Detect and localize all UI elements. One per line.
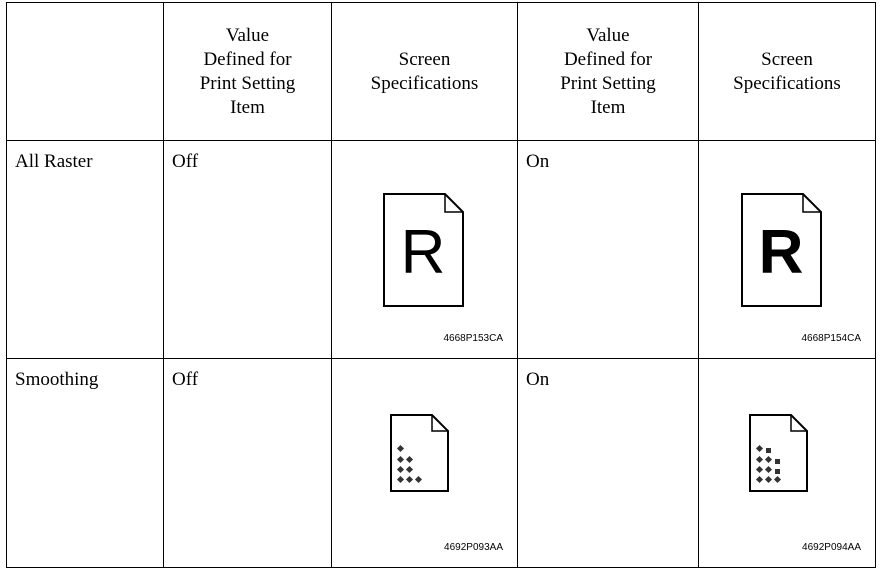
value: On bbox=[526, 151, 550, 172]
header-line: Screen bbox=[761, 48, 813, 70]
glyph: R bbox=[401, 218, 446, 287]
figure-code: 4692P094AA bbox=[802, 542, 861, 553]
spec-table: Value Defined for Print Setting Item Screen… bbox=[6, 2, 876, 568]
value: Off bbox=[172, 151, 199, 172]
row: All Raster Off R 4668P153CA On R 4668P15… bbox=[6, 140, 876, 359]
glyph: R bbox=[759, 218, 804, 287]
header-cell bbox=[6, 2, 164, 141]
header-line: Print Setting bbox=[560, 72, 656, 94]
smoothing-icon bbox=[749, 414, 808, 492]
header-cell: Value Defined for Print Setting Item bbox=[163, 2, 332, 141]
header-line: Value bbox=[586, 24, 630, 46]
header-line: Defined for bbox=[203, 48, 292, 70]
cell: R 4668P154CA bbox=[698, 140, 876, 359]
row-label: All Raster bbox=[15, 151, 93, 172]
header-line: Specifications bbox=[370, 72, 479, 94]
header-cell: Screen Specifications bbox=[331, 2, 518, 141]
cell: On bbox=[517, 358, 699, 568]
raster-icon: R bbox=[383, 193, 464, 307]
header-cell: Screen Specifications bbox=[698, 2, 876, 141]
cell: 4692P093AA bbox=[331, 358, 518, 568]
row-label: Smoothing bbox=[15, 369, 99, 390]
header-row: Value Defined for Print Setting Item Screen… bbox=[6, 2, 876, 141]
header-line: Item bbox=[590, 96, 626, 118]
figure-code: 4668P153CA bbox=[443, 333, 504, 344]
cell: On bbox=[517, 140, 699, 359]
cell: Off bbox=[163, 140, 332, 359]
header-line: Print Setting bbox=[199, 72, 296, 94]
value: On bbox=[526, 369, 550, 390]
row: Smoothing Off 4692P093AA On 4692P094AA bbox=[6, 358, 876, 568]
header-line: Screen bbox=[398, 48, 451, 70]
cell: Smoothing bbox=[6, 358, 164, 568]
figure-code: 4668P154CA bbox=[801, 333, 862, 344]
cell: Off bbox=[163, 358, 332, 568]
header-line: Item bbox=[230, 96, 265, 118]
header-cell: Value Defined for Print Setting Item bbox=[517, 2, 699, 141]
header-line: Value bbox=[225, 24, 270, 46]
cell: 4692P094AA bbox=[698, 358, 876, 568]
smoothing-icon bbox=[390, 414, 449, 492]
raster-icon: R bbox=[741, 193, 822, 307]
header-line: Specifications bbox=[733, 72, 841, 94]
value: Off bbox=[172, 369, 199, 390]
cell: All Raster bbox=[6, 140, 164, 359]
cell: R 4668P153CA bbox=[331, 140, 518, 359]
figure-code: 4692P093AA bbox=[444, 542, 503, 553]
header-line: Defined for bbox=[563, 48, 653, 70]
table-wrap: Value Defined for Print Setting Item Screen… bbox=[6, 2, 876, 568]
